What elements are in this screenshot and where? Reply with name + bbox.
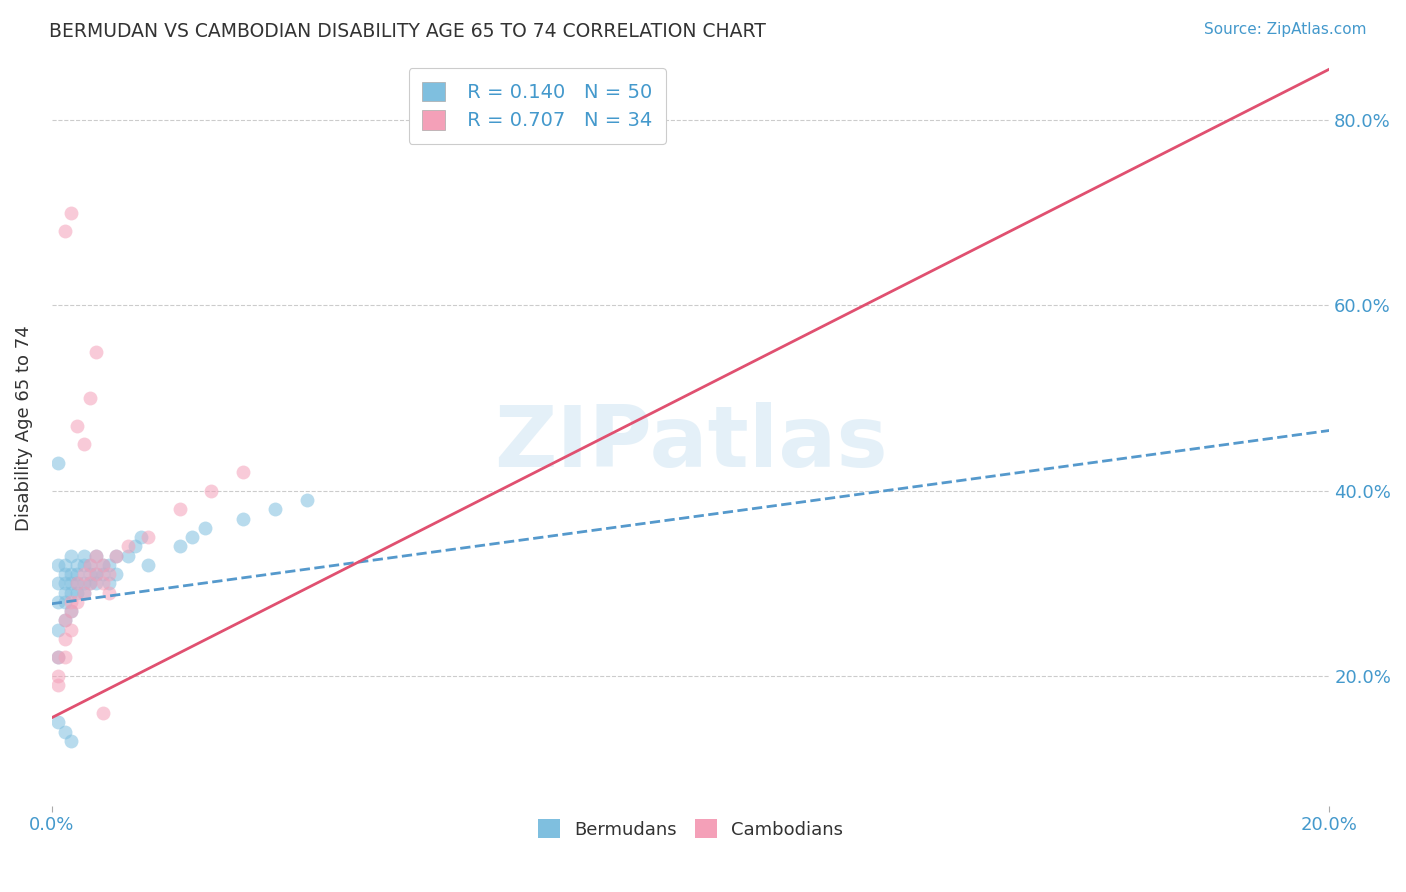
Point (73, 549, 96, 563)
Point (91, 558, 114, 572)
Point (59, 549, 82, 563)
Point (91, 706, 114, 720)
Point (297, 493, 319, 508)
Point (53, 632, 76, 646)
Point (53, 585, 76, 599)
Legend: Bermudans, Cambodians: Bermudans, Cambodians (531, 812, 851, 846)
Point (46, 650, 69, 665)
Text: Source: ZipAtlas.com: Source: ZipAtlas.com (1204, 22, 1367, 37)
Point (124, 539, 146, 553)
Point (59, 623, 82, 637)
Point (46, 558, 69, 572)
Point (98, 576, 121, 591)
Point (53, 595, 76, 609)
Point (66, 576, 89, 591)
Point (53, 724, 76, 739)
Point (86, 567, 108, 582)
Point (53, 567, 76, 582)
Point (200, 483, 222, 498)
Point (91, 567, 114, 582)
Point (73, 567, 96, 582)
Point (46, 669, 69, 683)
Point (79, 558, 101, 572)
Point (86, 576, 108, 591)
Point (53, 650, 76, 665)
Y-axis label: Disability Age 65 to 74: Disability Age 65 to 74 (15, 326, 32, 531)
Point (53, 576, 76, 591)
Point (136, 558, 159, 572)
Point (98, 558, 121, 572)
Point (46, 623, 69, 637)
Point (53, 224, 76, 238)
Point (66, 558, 89, 572)
Point (129, 530, 152, 544)
Point (117, 549, 139, 563)
Point (98, 567, 121, 582)
Point (46, 650, 69, 665)
Point (59, 604, 82, 618)
Point (53, 614, 76, 628)
Point (232, 511, 254, 525)
Point (104, 549, 127, 563)
Point (79, 558, 101, 572)
Point (232, 465, 254, 479)
Point (169, 539, 191, 553)
Point (104, 549, 127, 563)
Point (59, 604, 82, 618)
Point (46, 456, 69, 470)
Point (86, 567, 108, 582)
Point (264, 502, 287, 516)
Point (117, 539, 139, 553)
Point (181, 530, 204, 544)
Point (86, 344, 108, 359)
Point (59, 595, 82, 609)
Point (59, 576, 82, 591)
Point (59, 206, 82, 220)
Point (46, 715, 69, 730)
Point (66, 585, 89, 599)
Point (79, 391, 101, 405)
Point (46, 595, 69, 609)
Point (73, 558, 96, 572)
Point (59, 585, 82, 599)
Point (66, 418, 89, 433)
Point (73, 585, 96, 599)
Point (194, 521, 217, 535)
Point (169, 502, 191, 516)
Point (59, 734, 82, 748)
Point (91, 576, 114, 591)
Point (59, 567, 82, 582)
Point (66, 576, 89, 591)
Point (53, 614, 76, 628)
Point (53, 558, 76, 572)
Point (79, 576, 101, 591)
Point (136, 530, 159, 544)
Point (79, 576, 101, 591)
Point (98, 585, 121, 599)
Text: ZIPatlas: ZIPatlas (494, 401, 887, 484)
Point (86, 549, 108, 563)
Point (104, 567, 127, 582)
Point (46, 678, 69, 692)
Point (91, 558, 114, 572)
Point (66, 567, 89, 582)
Point (73, 437, 96, 451)
Point (79, 567, 101, 582)
Point (73, 576, 96, 591)
Point (73, 585, 96, 599)
Point (86, 549, 108, 563)
Point (66, 595, 89, 609)
Point (46, 576, 69, 591)
Text: BERMUDAN VS CAMBODIAN DISABILITY AGE 65 TO 74 CORRELATION CHART: BERMUDAN VS CAMBODIAN DISABILITY AGE 65 … (49, 22, 766, 41)
